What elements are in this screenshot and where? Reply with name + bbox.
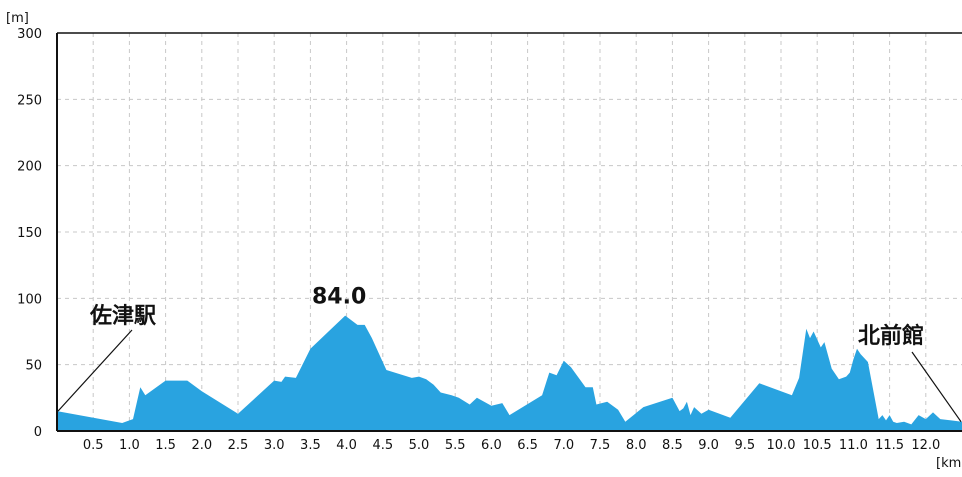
x-tick-label: 11.5 (875, 438, 904, 453)
x-tick-label: 6.5 (517, 438, 538, 453)
axes (56, 32, 962, 432)
x-tick-label: 4.0 (336, 438, 357, 453)
y-tick-label: 50 (25, 359, 42, 374)
y-tick-label: 100 (17, 292, 42, 307)
x-tick-label: 8.0 (626, 438, 647, 453)
elevation-area (57, 315, 962, 431)
y-tick-label: 300 (17, 27, 42, 42)
x-tick-label: 5.0 (409, 438, 430, 453)
x-tick-label: 12.0 (911, 438, 940, 453)
x-tick-label: 1.0 (119, 438, 140, 453)
y-tick-label: 200 (17, 160, 42, 175)
x-tick-label: 11.0 (839, 438, 868, 453)
x-tick-label: 0.5 (83, 438, 104, 453)
x-tick-label: 9.0 (698, 438, 719, 453)
x-tick-label: 3.0 (264, 438, 285, 453)
x-tick-label: 1.5 (155, 438, 176, 453)
end-station-label: 北前館 (858, 323, 924, 349)
x-tick-label: 3.5 (300, 438, 321, 453)
x-tick-label: 2.5 (228, 438, 249, 453)
peak-value-label: 84.0 (312, 285, 366, 310)
x-unit-label: [km] (936, 456, 962, 471)
x-tick-label: 5.5 (445, 438, 466, 453)
x-tick-label: 4.5 (372, 438, 393, 453)
x-tick-label: 6.0 (481, 438, 502, 453)
y-tick-labels: 0 50 100 150 200 250 300 (17, 27, 42, 440)
x-tick-label: 10.5 (803, 438, 832, 453)
end-leader-line (911, 351, 962, 423)
y-tick-label: 250 (17, 93, 42, 108)
x-tick-label: 9.5 (734, 438, 755, 453)
y-unit-label: [m] (6, 11, 29, 26)
x-tick-label: 7.5 (590, 438, 611, 453)
x-tick-labels: 0.5 1.0 1.5 2.0 2.5 3.0 3.5 4.0 4.5 5.0 5.5 6.0 6.5 7… (83, 438, 940, 453)
x-tick-label: 2.0 (191, 438, 212, 453)
start-leader-line (57, 329, 133, 412)
start-station-label: 佐津駅 (89, 303, 156, 329)
y-tick-label: 150 (17, 226, 42, 241)
y-tick-label: 0 (34, 425, 42, 440)
x-tick-label: 7.0 (553, 438, 574, 453)
x-tick-label: 8.5 (662, 438, 683, 453)
grid (57, 33, 962, 431)
x-tick-label: 10.0 (767, 438, 796, 453)
